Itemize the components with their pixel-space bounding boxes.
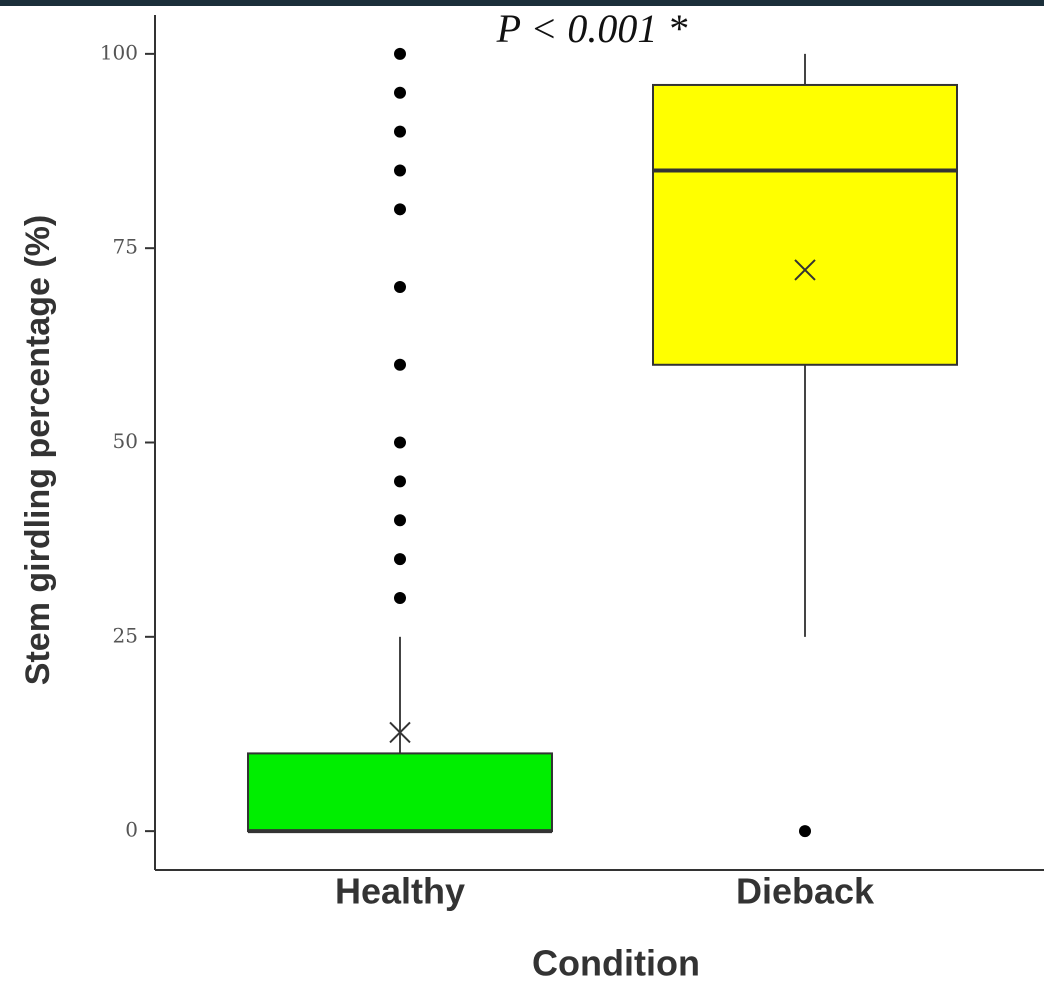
y-axis-label: Stem girdling percentage (%): [19, 215, 57, 685]
outlier: [394, 47, 406, 60]
top-bar: [0, 0, 1044, 6]
mean-marker: [794, 259, 816, 281]
x-tick-label: Healthy: [335, 871, 465, 912]
outlier: [394, 475, 406, 488]
outlier: [394, 203, 406, 216]
outlier: [394, 86, 406, 99]
mean-marker: [389, 721, 411, 744]
y-tick-label: 100: [100, 40, 138, 64]
outlier: [394, 164, 406, 177]
outlier: [394, 514, 406, 527]
y-tick-label: 50: [113, 429, 138, 453]
y-tick-label: 75: [113, 235, 138, 259]
box: [652, 83, 958, 366]
y-tick-label: 25: [113, 623, 138, 647]
x-axis-label: Condition: [532, 943, 700, 984]
y-tick-label: 0: [125, 818, 138, 842]
outlier: [394, 436, 406, 449]
outlier: [394, 591, 406, 604]
outlier: [799, 825, 811, 838]
x-tick-label: Dieback: [736, 871, 875, 912]
outlier: [394, 553, 406, 566]
box: [247, 752, 553, 833]
outlier: [394, 281, 406, 294]
outlier: [394, 358, 406, 371]
annotation: P < 0.001 *: [496, 6, 688, 51]
outlier: [394, 125, 406, 138]
